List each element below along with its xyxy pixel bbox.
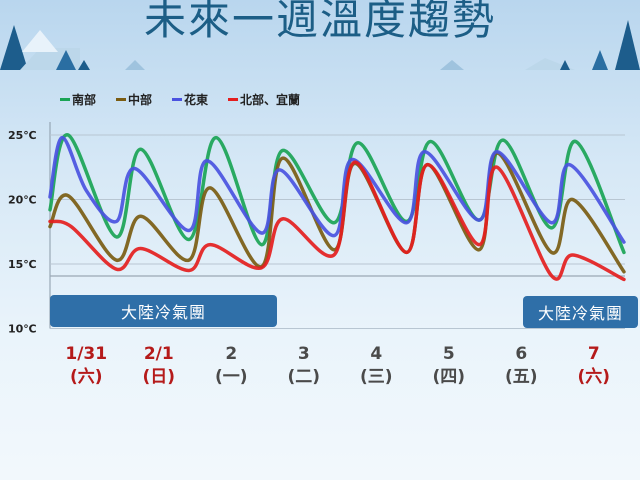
legend-item-south: 南部 bbox=[60, 91, 96, 108]
weekday-label: (三) bbox=[359, 367, 393, 387]
cold-air-mass-band-2: 大陸冷氣團 bbox=[523, 296, 638, 328]
legend-swatch bbox=[172, 98, 183, 101]
weekday-label: (六) bbox=[577, 367, 611, 387]
legend-swatch bbox=[228, 98, 239, 101]
legend-item-north: 北部、宜蘭 bbox=[228, 91, 300, 108]
date-label: 4 bbox=[370, 344, 383, 364]
weekday-label: (六) bbox=[69, 367, 103, 387]
weekday-label: (五) bbox=[504, 367, 538, 387]
date-label: 5 bbox=[442, 344, 455, 364]
date-label: 1/31 bbox=[65, 344, 108, 364]
legend-item-east: 花東 bbox=[172, 91, 208, 108]
legend-label: 中部 bbox=[128, 93, 153, 107]
x-tick-label: 7 (六) bbox=[564, 343, 624, 389]
x-tick-label: 2/1 (日) bbox=[129, 343, 189, 389]
weekday-label: (四) bbox=[432, 367, 466, 387]
legend-swatch bbox=[60, 98, 70, 101]
legend: 南部 中部 花東 北部、宜蘭 bbox=[60, 91, 300, 108]
x-tick-label: 3 (二) bbox=[274, 343, 334, 389]
legend-item-central: 中部 bbox=[116, 91, 152, 108]
x-tick-label: 4 (三) bbox=[346, 343, 406, 389]
date-label: 6 bbox=[515, 344, 528, 364]
x-tick-label: 5 (四) bbox=[419, 343, 479, 389]
legend-label: 花東 bbox=[184, 93, 209, 107]
weekday-label: (日) bbox=[142, 367, 176, 387]
date-label: 2/1 bbox=[143, 344, 174, 364]
chart-title: 未來一週溫度趨勢 bbox=[143, 0, 496, 44]
x-tick-label: 1/31 (六) bbox=[56, 343, 116, 389]
weekday-label: (一) bbox=[214, 367, 248, 387]
winter-village-decoration bbox=[0, 20, 640, 70]
weekday-label: (二) bbox=[287, 367, 321, 387]
date-label: 7 bbox=[587, 344, 600, 364]
legend-swatch bbox=[116, 98, 127, 101]
series-line-2 bbox=[48, 135, 626, 244]
y-tick-label: 20℃ bbox=[8, 194, 37, 207]
cold-air-mass-band-1: 大陸冷氣團 bbox=[50, 295, 277, 327]
date-label: 3 bbox=[297, 344, 310, 364]
date-label: 2 bbox=[225, 344, 238, 364]
y-tick-label: 25℃ bbox=[8, 129, 37, 142]
x-tick-label: 2 (一) bbox=[201, 343, 261, 389]
legend-label: 南部 bbox=[72, 93, 97, 107]
y-tick-label: 15℃ bbox=[8, 258, 37, 271]
y-tick-label: 10℃ bbox=[8, 323, 37, 336]
x-tick-label: 6 (五) bbox=[491, 343, 551, 389]
legend-label: 北部、宜蘭 bbox=[240, 93, 301, 107]
